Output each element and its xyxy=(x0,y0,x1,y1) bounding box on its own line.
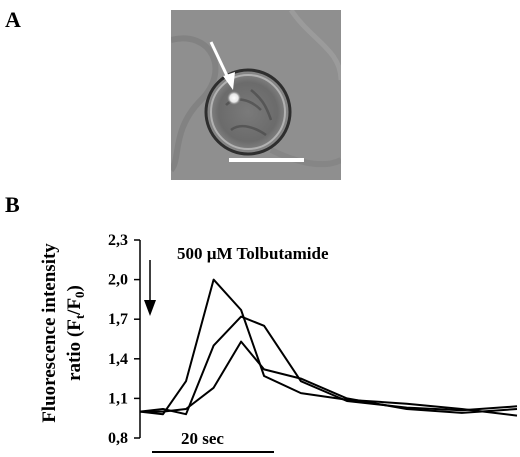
y-tick-label: 0,8 xyxy=(108,430,128,447)
arrow-shaft xyxy=(209,41,231,81)
arrow-head xyxy=(223,72,235,90)
y-tick-labels: 0,8 1,1 1,4 1,7 2,0 2,3 xyxy=(108,232,140,447)
y-axis-label-line2: ratio (Ft/F0) xyxy=(64,285,87,381)
stimulus-arrow-head xyxy=(144,300,156,316)
time-scale-label: 20 sec xyxy=(181,429,224,448)
series-line-1 xyxy=(139,278,518,417)
panel-b-label: B xyxy=(5,192,20,217)
y-tick-label: 2,3 xyxy=(108,232,128,249)
y-tick-label: 2,0 xyxy=(108,272,128,289)
y-tick-label: 1,7 xyxy=(108,311,128,328)
series-line-2 xyxy=(139,315,518,416)
y-tick-label: 1,1 xyxy=(108,390,128,407)
stimulus-annotation: 500 µM Tolbutamide xyxy=(177,244,329,263)
y-axis-label-line1: Fluorescence intensity xyxy=(39,243,60,423)
series-line-3 xyxy=(140,340,518,414)
cell-micrograph xyxy=(171,10,341,180)
series-layer xyxy=(139,278,518,417)
panel-a-label: A xyxy=(5,7,21,32)
y-tick-label: 1,4 xyxy=(108,351,128,368)
cell-body xyxy=(204,68,292,156)
fluorescent-granule xyxy=(227,91,241,105)
